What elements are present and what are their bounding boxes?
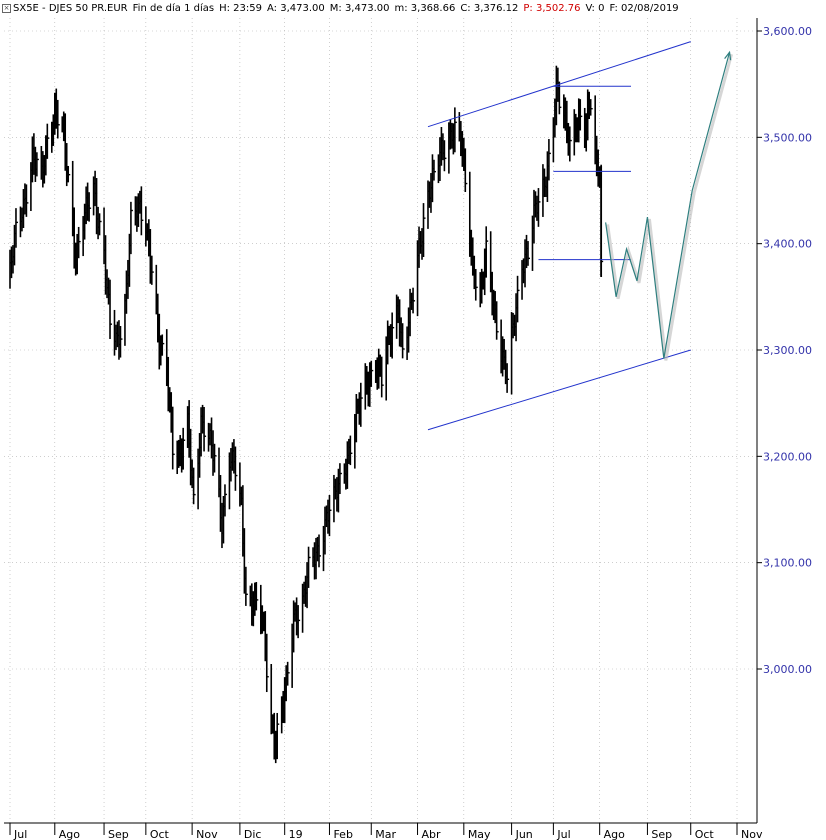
x-tick-label: Sep [651, 828, 672, 840]
x-tick-label: Ago [604, 828, 626, 840]
pointer-readout: P: 3,502.76 [523, 2, 581, 14]
y-tick-label: 3,000.00 [763, 663, 812, 676]
channel-upper-line [427, 41, 691, 128]
axes: 3,600.00 3,500.00 3,400.00 3,300.00 3,200.00… [4, 18, 812, 840]
hour-readout: H: 23:59 [219, 2, 262, 14]
x-tick-label: Feb [333, 828, 352, 840]
x-tick-label: Oct [150, 828, 170, 840]
x-tick-label: Ago [59, 828, 81, 840]
x-tick-label: Jun [515, 828, 533, 840]
x-tick-label: Dic [244, 828, 262, 840]
price-bars [9, 65, 604, 764]
projection-shadow [606, 53, 733, 361]
gridlines [4, 18, 757, 823]
symbol-label: SX5E - DJES 50 PR.EUR [13, 2, 128, 14]
channel-lower-line [427, 349, 691, 431]
x-tick-label: 19 [289, 828, 303, 840]
x-tick-label: Nov [196, 828, 218, 840]
y-tick-label: 3,300.00 [763, 344, 812, 357]
high-readout: M: 3,473.00 [329, 2, 390, 14]
x-tick-label: Jul [13, 828, 27, 840]
x-tick-label: Mar [375, 828, 396, 840]
y-tick-label: 3,200.00 [763, 450, 812, 463]
x-tick-label: May [468, 828, 491, 840]
y-tick-label: 3,600.00 [763, 25, 812, 38]
chart-header: × SX5E - DJES 50 PR.EUR Fin de día 1 día… [0, 0, 760, 16]
y-tick-label: 3,500.00 [763, 131, 812, 144]
period-label: Fin de día 1 días [132, 2, 215, 14]
low-readout: m: 3,368.66 [394, 2, 456, 14]
x-tick-label: Oct [695, 828, 715, 840]
date-readout: F: 02/08/2019 [609, 2, 679, 14]
y-tick-label: 3,400.00 [763, 238, 812, 251]
x-tick-label: Nov [741, 828, 763, 840]
y-tick-label: 3,100.00 [763, 557, 812, 570]
close-icon[interactable]: × [2, 3, 11, 13]
projection-path [605, 52, 731, 359]
close-readout: C: 3,376.12 [460, 2, 519, 14]
x-tick-label: Abr [422, 828, 442, 840]
open-readout: A: 3,473.00 [266, 2, 325, 14]
x-tick-label: Jul [556, 828, 570, 840]
x-tick-label: Sep [108, 828, 129, 840]
volume-readout: V: 0 [585, 2, 605, 14]
trend-annotations [427, 41, 733, 431]
projection-arrowhead [724, 50, 732, 61]
